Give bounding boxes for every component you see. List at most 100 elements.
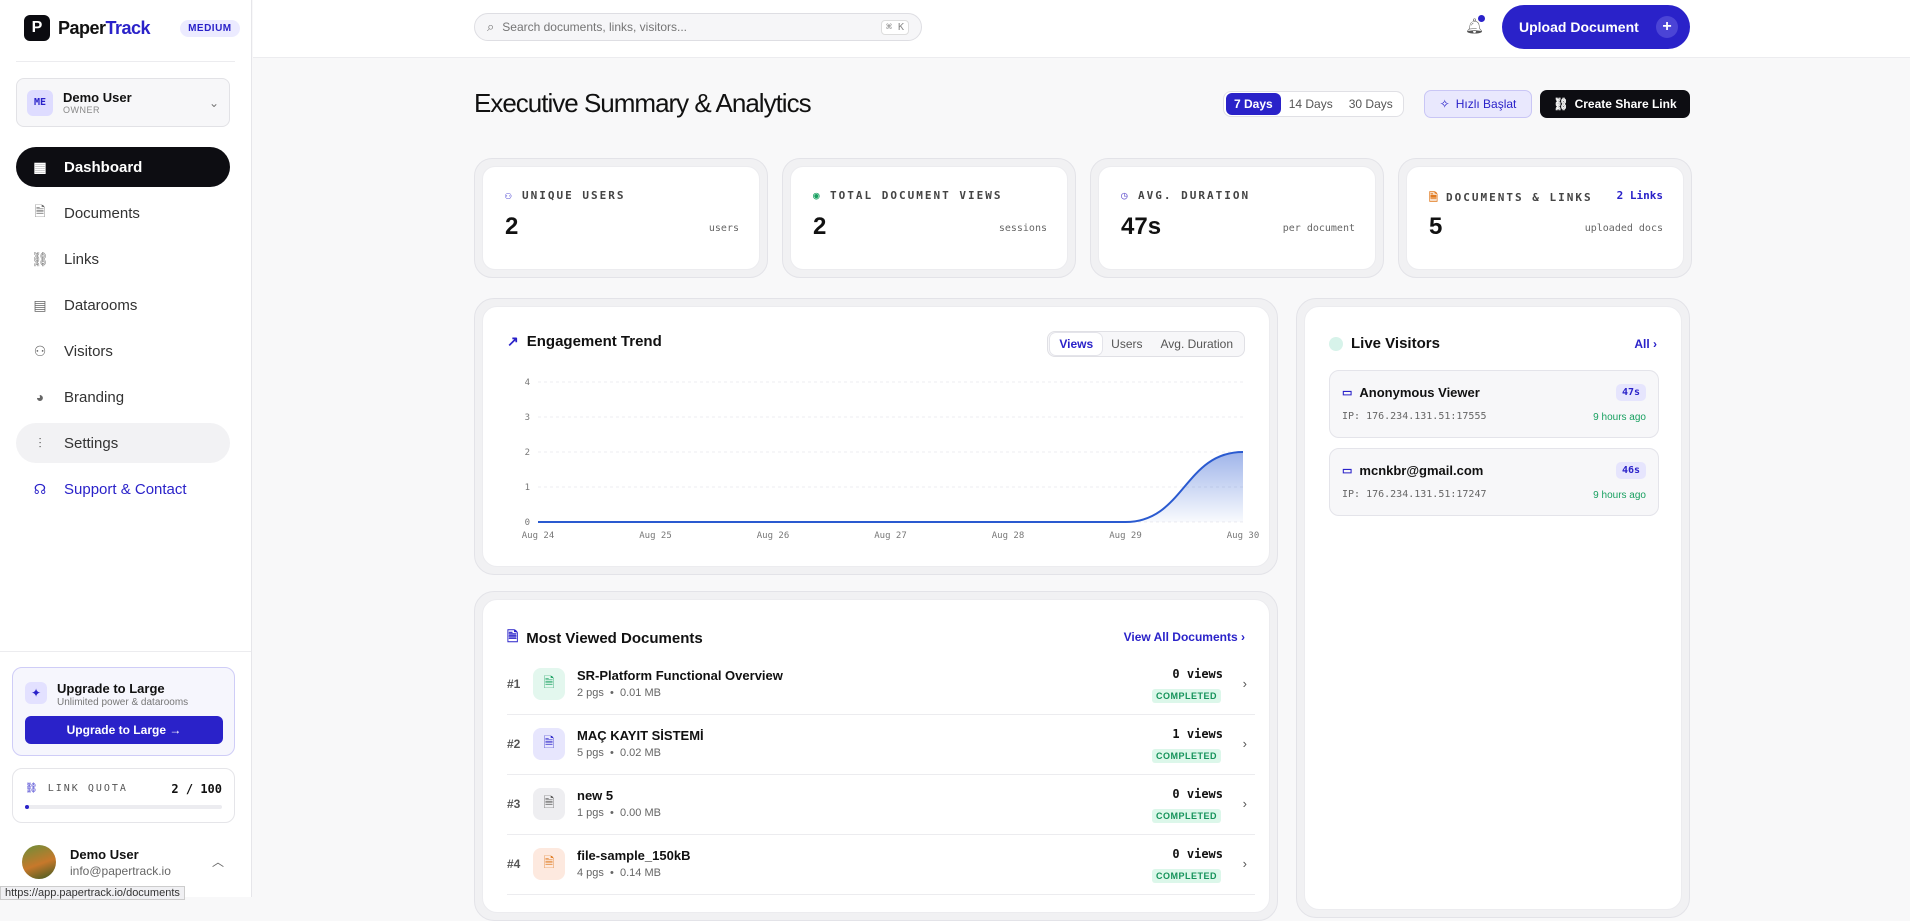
x-tick-label: Aug 25 (639, 531, 672, 541)
users-icon: ⚇ (33, 342, 47, 359)
nav-item-links[interactable]: ⛓ Links (31, 250, 100, 268)
visitor-card[interactable]: ▭ mcnkbr@gmail.com IP: 176.234.131.51:172… (1329, 448, 1659, 516)
link-quota-card: ⛓ LINK QUOTA 2 / 100 (12, 768, 235, 823)
search-bar[interactable]: ⌕ ⌘ K (474, 13, 922, 41)
document-row[interactable]: #4 🗎 file-sample_150kB 4 pgs • 0.14 MB 0 vie… (507, 835, 1255, 895)
nav-item-documents[interactable]: 🗎 Documents (16, 193, 230, 233)
nav-item-support[interactable]: ☊ Support & Contact (16, 469, 230, 509)
chevron-right-icon: › (1242, 736, 1247, 751)
document-name: MAÇ KAYIT SİSTEMİ (577, 728, 704, 743)
document-icon: 🗎 (1429, 191, 1440, 204)
live-visitors-panel: Live Visitors All › ▭ Anonymous Viewer IP… (1296, 298, 1690, 918)
profile-menu[interactable]: Demo User info@papertrack.io ︿ (0, 835, 252, 897)
profile-name: Demo User (70, 847, 139, 862)
stat-card-documents-links: 🗎 DOCUMENTS & LINKS 2 Links 5 uploaded do… (1398, 158, 1692, 278)
chevron-right-icon: › (1242, 676, 1247, 691)
panel-title: Live Visitors (1351, 335, 1440, 352)
document-icon: 🗎 (533, 728, 565, 760)
nav-item-datarooms[interactable]: ▤ Datarooms (16, 285, 230, 325)
chevron-right-icon: › (1242, 856, 1247, 871)
search-input[interactable] (502, 20, 863, 34)
link-icon: ⛓ (1553, 97, 1569, 111)
notification-dot (1478, 15, 1485, 22)
account-name: Demo User (63, 90, 132, 105)
y-tick-label: 3 (525, 413, 530, 423)
tab-views[interactable]: Views (1050, 333, 1103, 355)
grid-icon: ▦ (33, 158, 47, 175)
visitor-duration: 46s (1615, 462, 1646, 479)
quick-start-button[interactable]: ✧ Hızlı Başlat (1424, 90, 1532, 118)
stat-unit: sessions (998, 223, 1047, 234)
range-7-days[interactable]: 7 Days (1226, 93, 1281, 115)
x-tick-label: Aug 24 (522, 531, 555, 541)
page-title: Executive Summary & Analytics (474, 88, 812, 118)
document-name: new 5 (577, 788, 614, 803)
status-badge: COMPLETED (1151, 869, 1221, 883)
quota-value: 2 / 100 (171, 782, 222, 796)
y-tick-label: 0 (525, 518, 530, 528)
tab-users[interactable]: Users (1111, 337, 1143, 351)
nav-item-settings[interactable]: ⫶ Settings (16, 423, 230, 463)
document-row[interactable]: #2 🗎 MAÇ KAYIT SİSTEMİ 5 pgs • 0.02 MB 1 vie… (507, 715, 1255, 775)
tab-avg-duration[interactable]: Avg. Duration (1160, 337, 1234, 351)
laptop-icon: ▭ (1342, 387, 1353, 399)
quota-bar (25, 805, 222, 809)
main-nav: ▦ Dashboard 🗎 Documents ⛓ Links ▤ Datarooms … (16, 147, 230, 515)
bell-icon[interactable]: 🔔︎ (1465, 18, 1485, 35)
engagement-chart: 0 1 2 3 4 Aug 24 Aug 25 Aug 26 Aug 27 Aug 28 Aug 2… (522, 378, 1260, 541)
nav-item-dashboard[interactable]: ▦ Dashboard (16, 147, 230, 187)
document-row[interactable]: #1 🗎 SR-Platform Functional Overview 2 pgs … (507, 655, 1255, 715)
document-meta: 2 pgs • 0.01 MB (577, 687, 661, 699)
range-30-days[interactable]: 30 Days (1348, 97, 1393, 111)
visitor-duration: 47s (1615, 384, 1646, 401)
view-all-documents-link[interactable]: View All Documents › (1123, 630, 1245, 644)
stat-unit: users (708, 223, 739, 234)
main-content: Executive Summary & Analytics 7 Days 14 … (253, 58, 1910, 921)
all-visitors-link[interactable]: All › (1634, 337, 1657, 351)
visitor-ip: IP: 176.234.131.51:17555 (1342, 411, 1487, 422)
sliders-icon: ⫶ (38, 434, 42, 451)
search-icon: ⌕ (487, 19, 495, 34)
status-badge: COMPLETED (1151, 749, 1221, 763)
logo[interactable]: P PaperTrack MEDIUM (24, 15, 240, 41)
document-meta: 4 pgs • 0.14 MB (577, 867, 661, 879)
status-badge: COMPLETED (1151, 689, 1221, 703)
range-14-days[interactable]: 14 Days (1288, 97, 1333, 111)
visitor-time: 9 hours ago (1593, 412, 1646, 423)
document-icon: 🗎 (533, 788, 565, 820)
x-tick-label: Aug 27 (874, 531, 907, 541)
upgrade-button[interactable]: Upgrade to Large → (25, 716, 223, 744)
document-views: 0 views (1172, 787, 1223, 801)
account-switcher[interactable]: ME Demo User OWNER ⌄ (16, 78, 230, 127)
stat-card-unique-users: ⚇ UNIQUE USERS 2 users (474, 158, 768, 278)
trending-up-icon: ↗ (507, 333, 519, 349)
engagement-trend-panel: ↗ Engagement Trend Views Users Avg. Durat… (474, 298, 1278, 575)
app-name: PaperTrack (58, 17, 151, 38)
chevron-right-icon: › (1241, 630, 1245, 644)
document-rank: #4 (507, 857, 521, 871)
upgrade-subtitle: Unlimited power & datarooms (57, 697, 189, 708)
document-icon: 🗎 (34, 203, 46, 219)
document-row[interactable]: #3 🗎 new 5 1 pgs • 0.00 MB 0 views COMPLETED › (507, 775, 1255, 835)
clock-icon: ◷ (1121, 189, 1130, 202)
document-icon: 🗎 (533, 668, 565, 700)
x-tick-label: Aug 29 (1109, 531, 1142, 541)
upload-document-button[interactable]: Upload Document + (1502, 5, 1690, 49)
nav-item-visitors[interactable]: ⚇ Visitors (16, 331, 230, 371)
panel-title: Engagement Trend (526, 333, 662, 350)
profile-email: info@papertrack.io (70, 864, 171, 878)
document-rank: #3 (507, 797, 521, 811)
create-share-link-button[interactable]: ⛓ Create Share Link (1540, 90, 1690, 118)
plus-icon: + (1656, 16, 1678, 38)
series-line (537, 451, 1244, 523)
x-tick-label: Aug 26 (757, 531, 790, 541)
sparkle-icon: ✦ (25, 682, 47, 704)
laptop-icon: ▭ (1342, 465, 1353, 477)
chevron-right-icon: › (1242, 796, 1247, 811)
links-count[interactable]: 2 Links (1616, 189, 1663, 202)
nav-item-branding[interactable]: ◕ Branding (16, 377, 230, 417)
stat-value: 2 (505, 213, 519, 240)
visitor-card[interactable]: ▭ Anonymous Viewer IP: 176.234.131.51:175… (1329, 370, 1659, 438)
account-role: OWNER (63, 105, 100, 115)
document-icon: 🗎 (507, 628, 519, 644)
